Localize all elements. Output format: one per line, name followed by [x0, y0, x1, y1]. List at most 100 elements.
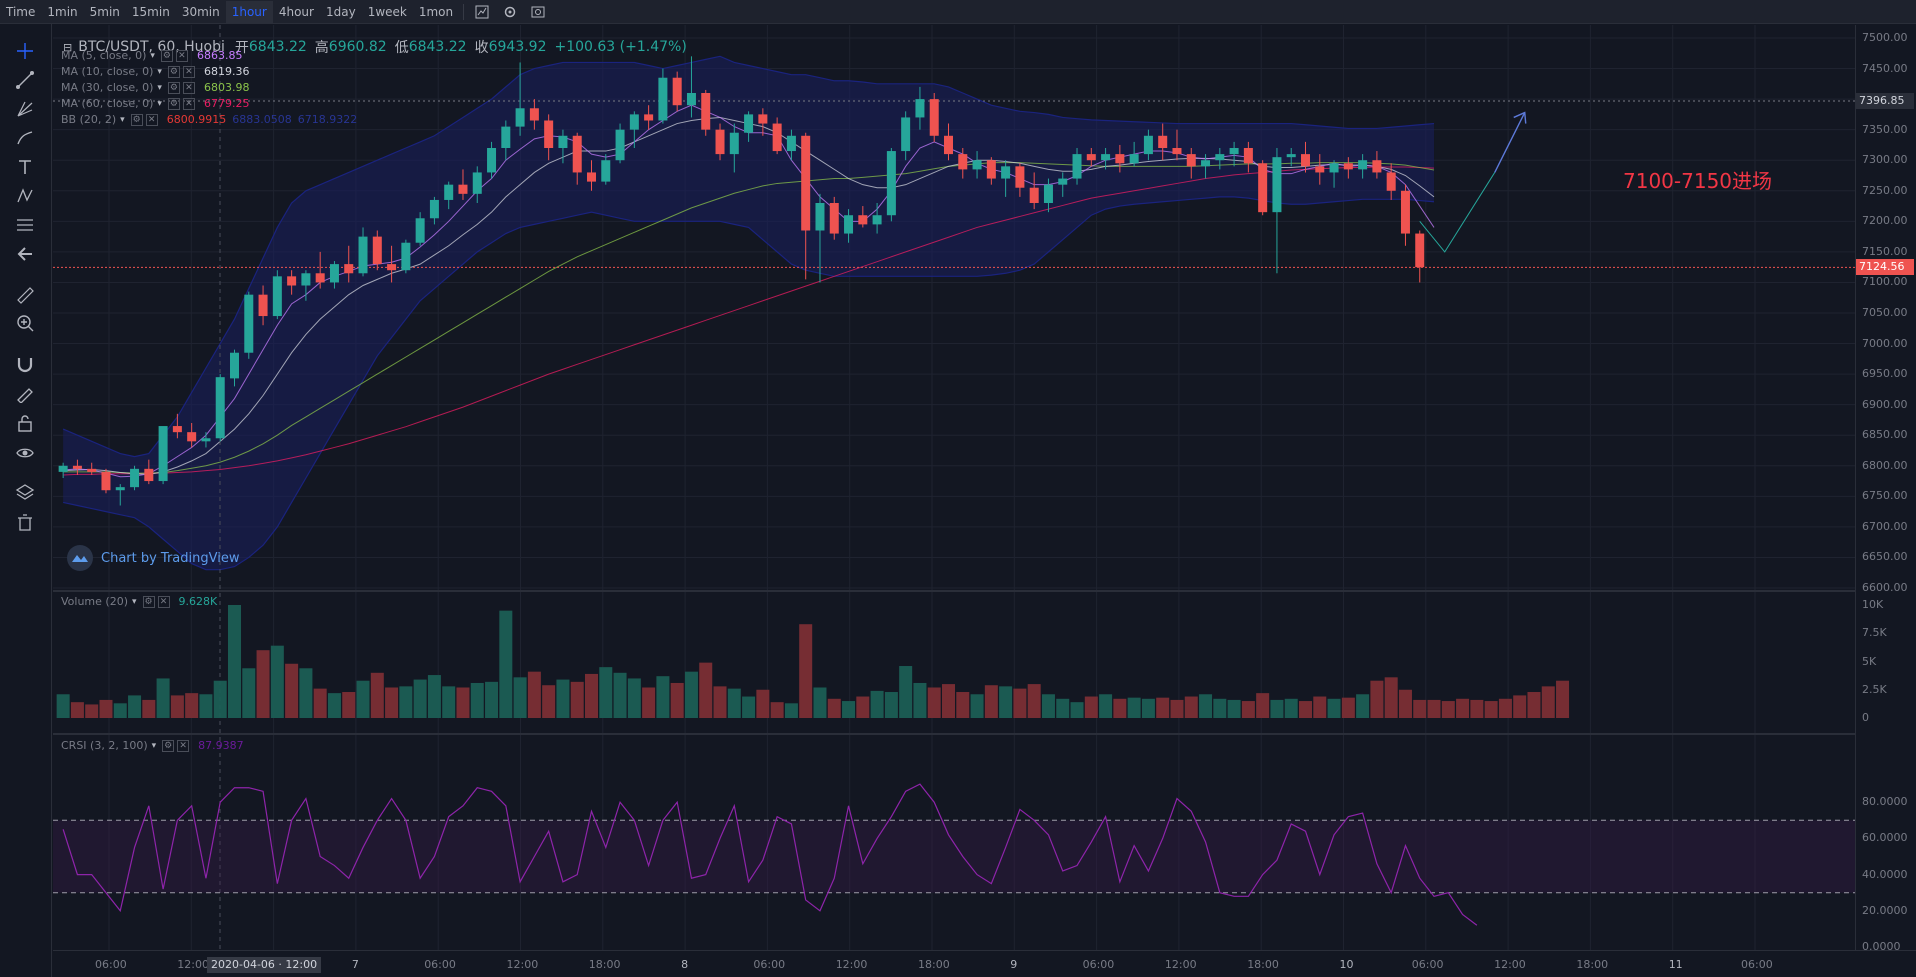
pitchfork-icon[interactable] — [12, 96, 38, 122]
candle-body — [572, 135, 582, 173]
trendline-icon[interactable] — [12, 67, 38, 93]
close-icon[interactable]: ✕ — [157, 595, 170, 608]
dropdown-caret-icon[interactable]: ▾ — [157, 82, 162, 93]
gear-icon[interactable]: ⚙ — [162, 739, 175, 752]
bb-legend[interactable]: BB (20, 2) ▾ ⚙ ✕ 6800.9915 6883.0508 6718.9322 — [61, 113, 357, 126]
settings-icon[interactable] — [499, 1, 521, 23]
timeframe-1week[interactable]: 1week — [367, 4, 407, 19]
candle-body — [1172, 148, 1182, 155]
crosshair-icon[interactable] — [12, 38, 38, 64]
timeframe-30min[interactable]: 30min — [181, 4, 220, 19]
ma-legend-3[interactable]: MA (60, close, 0) ▾ ⚙ ✕ 6779.25 — [61, 97, 249, 110]
dropdown-caret-icon[interactable]: ▾ — [157, 98, 162, 109]
price-axis[interactable]: 7500.007450.007400.007350.007300.007250.… — [1855, 25, 1916, 953]
ruler-icon[interactable] — [12, 282, 38, 308]
volume-bar — [1113, 698, 1127, 718]
gear-icon[interactable]: ⚙ — [167, 97, 180, 110]
candle-body — [230, 352, 239, 379]
chart-canvas[interactable] — [53, 25, 1855, 950]
dropdown-caret-icon[interactable]: ▾ — [120, 114, 125, 125]
zoom-icon[interactable] — [12, 310, 38, 336]
volume-bar — [99, 699, 113, 718]
candle-body — [1415, 233, 1425, 268]
back-arrow-icon[interactable] — [12, 241, 38, 267]
trash-icon[interactable] — [12, 509, 38, 535]
lock-drawing-icon[interactable] — [12, 380, 38, 406]
candle-body — [958, 154, 968, 170]
volume-bar — [1398, 689, 1412, 718]
volume-bar — [513, 677, 527, 718]
crsi-tick: 20.0000 — [1862, 903, 1908, 917]
volume-bar — [1270, 699, 1284, 718]
dropdown-caret-icon[interactable]: ▾ — [132, 596, 137, 607]
close-icon[interactable]: ✕ — [177, 739, 190, 752]
drawing-toolbar — [0, 24, 52, 977]
time-axis[interactable]: 06:00 12:00 18:00 7 06:00 12:00 18:00 8 06:00 12:… — [53, 950, 1916, 977]
text-icon[interactable] — [12, 154, 38, 180]
volume-bar — [1070, 702, 1084, 718]
pattern-icon[interactable] — [12, 183, 38, 209]
close-icon[interactable]: ✕ — [175, 49, 188, 62]
time-tick: 12:00 — [1164, 958, 1197, 971]
candle-body — [758, 114, 768, 124]
gear-icon[interactable]: ⚙ — [160, 49, 173, 62]
chart-type-icon[interactable] — [471, 1, 493, 23]
dropdown-caret-icon[interactable]: ▾ — [151, 740, 157, 751]
candle-body — [115, 487, 125, 491]
timeframe-1mon[interactable]: 1mon — [418, 4, 454, 19]
fib-icon[interactable] — [12, 212, 38, 238]
gear-icon[interactable]: ⚙ — [130, 113, 143, 126]
lock-icon[interactable] — [12, 410, 38, 436]
close-icon[interactable]: ✕ — [182, 97, 195, 110]
volume-bar — [799, 624, 813, 718]
candle-body — [587, 172, 596, 182]
timeframe-time[interactable]: Time — [6, 4, 36, 19]
volume-bar — [499, 610, 513, 718]
volume-legend[interactable]: Volume (20) ▾ ⚙ ✕ 9.628K — [61, 595, 217, 608]
time-tick: 06:00 — [753, 958, 786, 971]
ma-legend-1[interactable]: MA (10, close, 0) ▾ ⚙ ✕ 6819.36 — [61, 65, 249, 78]
close-icon[interactable]: ✕ — [182, 81, 195, 94]
volume-bar — [1541, 686, 1555, 718]
timeframe-15min[interactable]: 15min — [131, 4, 170, 19]
layers-icon[interactable] — [12, 479, 38, 505]
volume-bar — [285, 663, 299, 718]
magnet-icon[interactable] — [12, 351, 38, 377]
price-tick: 7100.00 — [1862, 275, 1908, 289]
chart-area[interactable]: ⊟ BTC/USDT, 60, Huobi 开 6843.22 高 6960.82 … — [53, 25, 1855, 950]
volume-bar — [642, 687, 656, 718]
gear-icon[interactable]: ⚙ — [167, 81, 180, 94]
bollinger-band-fill — [63, 56, 1435, 570]
close-icon[interactable]: ✕ — [145, 113, 158, 126]
dropdown-caret-icon[interactable]: ▾ — [150, 50, 155, 61]
crsi-legend[interactable]: CRSI (3, 2, 100) ▾ ⚙ ✕ 87.9387 — [61, 739, 244, 752]
crsi-line — [62, 783, 1478, 926]
candle-body — [1258, 163, 1268, 213]
gear-icon[interactable]: ⚙ — [142, 595, 155, 608]
timeframe-1day[interactable]: 1day — [325, 4, 356, 19]
tradingview-logo-icon — [67, 545, 93, 571]
ma-legend-0[interactable]: MA (5, close, 0) ▾ ⚙ ✕ 6863.85 — [61, 49, 242, 62]
entry-annotation[interactable]: 7100-7150进场 — [1623, 169, 1773, 193]
candle-body — [315, 273, 325, 283]
symbol-name[interactable]: BTC/USDT, 60, Huobi — [78, 39, 225, 55]
candle-body — [886, 151, 896, 216]
tradingview-watermark[interactable]: Chart by TradingView — [67, 545, 239, 571]
volume-bar — [627, 678, 641, 718]
timeframe-5min[interactable]: 5min — [89, 4, 120, 19]
price-tick: 6900.00 — [1862, 397, 1908, 411]
collapse-icon[interactable]: ⊟ — [63, 40, 73, 54]
timeframe-1min[interactable]: 1min — [47, 4, 78, 19]
candle-body — [1301, 154, 1310, 167]
volume-bar — [899, 666, 913, 718]
gear-icon[interactable]: ⚙ — [167, 65, 180, 78]
timeframe-4hour[interactable]: 4hour — [278, 4, 314, 19]
ma-legend-2[interactable]: MA (30, close, 0) ▾ ⚙ ✕ 6803.98 — [61, 81, 249, 94]
timeframe-1hour[interactable]: 1hour — [225, 0, 273, 23]
eye-icon[interactable] — [12, 440, 38, 466]
screenshot-icon[interactable] — [527, 1, 549, 23]
brush-icon[interactable] — [12, 125, 38, 151]
close-icon[interactable]: ✕ — [182, 65, 195, 78]
volume-bar — [156, 678, 170, 718]
dropdown-caret-icon[interactable]: ▾ — [157, 66, 162, 77]
